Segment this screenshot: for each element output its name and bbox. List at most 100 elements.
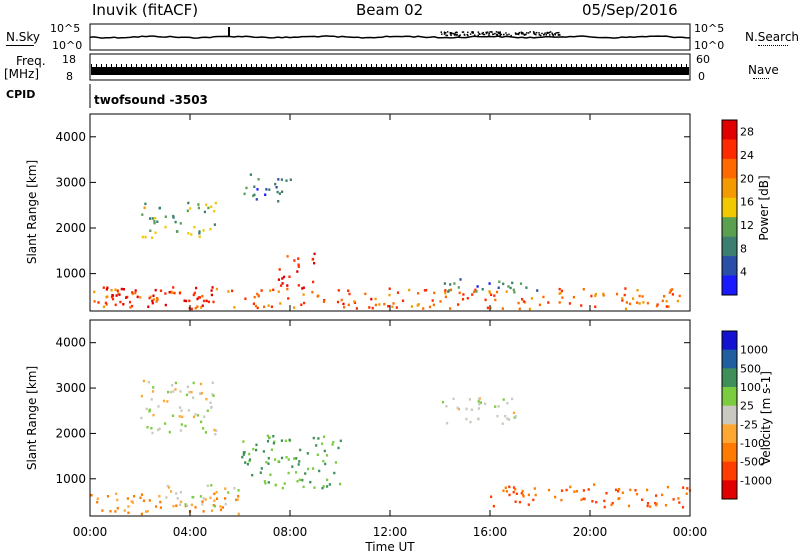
heatmap-cell [190,390,193,394]
heatmap-cell [456,406,459,410]
heatmap-cell [392,302,395,305]
heatmap-cell [140,493,144,496]
heatmap-cell [676,299,679,303]
heatmap-cell [169,490,173,493]
colorbar-tick-label: 100 [740,381,761,394]
nsearch-point [546,31,548,34]
nsearch-point [505,32,507,34]
heatmap-cell [192,496,195,499]
heatmap-cell [457,303,460,306]
freq-mark [371,64,372,68]
heatmap-cell [371,306,374,310]
heatmap-cell [663,295,666,298]
heatmap-cell [468,398,471,401]
heatmap-cell [189,207,192,210]
heatmap-cell [502,282,505,286]
heatmap-cell [274,483,277,487]
heatmap-cell [267,481,270,484]
freq-mark [661,64,662,68]
heatmap-cell [266,440,270,443]
power-panel: 1000 2000 3000 4000 Slant Range [km] [25,113,691,312]
heatmap-cell [494,405,497,408]
heatmap-cell [194,506,197,509]
heatmap-cell [284,439,287,443]
heatmap-cell [178,291,181,295]
heatmap-cell [508,485,511,489]
heatmap-cell [140,394,143,398]
power-heatmap [93,173,681,311]
heatmap-cell [339,482,342,486]
heatmap-cell [237,489,240,492]
heatmap-cell [117,292,120,295]
heatmap-cell [210,205,213,208]
freq-mark [666,64,667,68]
heatmap-cell [143,206,146,209]
heatmap-cell [243,192,246,196]
heatmap-cell [512,288,515,292]
heatmap-cell [636,301,639,304]
heatmap-cell [457,286,460,289]
heatmap-cell [268,188,271,191]
heatmap-cell [114,510,117,513]
velocity-y-label: Slant Range [km] [25,366,39,470]
heatmap-cell [141,235,144,239]
heatmap-cell [104,301,107,305]
heatmap-cell [591,500,594,503]
freq-mark [316,64,317,68]
freq-mark [366,64,367,68]
heatmap-cell [470,408,473,411]
heatmap-cell [174,220,177,224]
colorbar-swatch [722,331,737,351]
heatmap-cell [184,504,187,508]
heatmap-cell [192,381,195,385]
heatmap-cell [215,429,218,432]
heatmap-cell [561,296,564,299]
heatmap-cell [196,305,199,308]
heatmap-cell [200,391,203,395]
heatmap-cell [255,443,258,447]
freq-mark [241,64,242,68]
heatmap-cell [159,289,163,292]
nsearch-point [552,34,554,36]
colorbar-swatch [722,197,737,218]
freq-mark [596,64,597,68]
heatmap-cell [252,302,255,305]
heatmap-cell [646,488,649,492]
nsearch-point [461,31,464,33]
colorbar-swatch [722,236,737,257]
heatmap-cell [209,401,212,404]
colorbar-tick-label: 4 [740,266,747,279]
nsearch-point [548,31,551,34]
heatmap-cell [278,268,281,271]
heatmap-cell [295,457,298,460]
heatmap-cell [110,289,113,292]
heatmap-cell [374,303,377,307]
heatmap-cell [408,288,411,292]
nave-legend-line [753,78,769,79]
heatmap-cell [172,214,175,218]
heatmap-cell [521,298,524,301]
nsearch-point [540,34,542,37]
heatmap-cell [197,206,200,210]
heatmap-cell [507,285,510,288]
heatmap-cell [559,291,562,295]
heatmap-cell [197,296,200,299]
nsearch-point [440,31,442,33]
heatmap-cell [632,297,635,300]
heatmap-cell [536,289,539,292]
heatmap-cell [150,427,153,430]
heatmap-cell [641,498,644,501]
heatmap-cell [264,193,267,196]
heatmap-cell [207,206,210,210]
heatmap-cell [422,307,425,310]
heatmap-cell [301,478,304,482]
freq-mark [381,64,382,68]
heatmap-cell [558,301,561,304]
heatmap-cell [125,296,128,299]
velocity-colorbar-label: Velocity [m s-1] [759,371,773,465]
x-tick-label: 00:00 [673,525,708,539]
heatmap-cell [155,505,158,508]
heatmap-cell [655,304,659,308]
heatmap-cell [621,297,624,300]
heatmap-cell [488,282,491,285]
